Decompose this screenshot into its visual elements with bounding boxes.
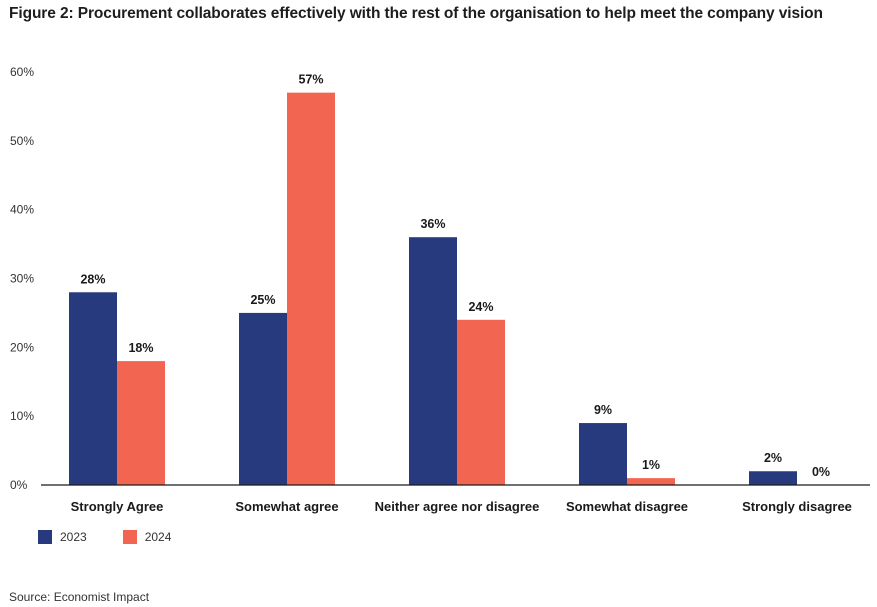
legend-label-2024: 2024: [144, 530, 172, 544]
y-tick-label: 10%: [10, 409, 34, 423]
data-label-2023-strongly-agree: 28%: [80, 272, 105, 286]
bar-2023-somewhat-disagree: [579, 423, 627, 485]
legend-label-2023: 2023: [60, 530, 87, 544]
data-label-2024-strongly-agree: 18%: [128, 341, 153, 355]
x-axis: Strongly Agree Somewhat agree Neither agre…: [71, 499, 852, 514]
legend-item-2023: 2023: [38, 530, 87, 544]
chart-title: Figure 2: Procurement collaborates effec…: [9, 5, 823, 22]
bar-2024-somewhat-disagree: [627, 478, 675, 485]
bar-2024-strongly-agree: [117, 361, 165, 485]
x-tick-label: Strongly disagree: [742, 499, 852, 514]
data-label-2024-strongly-disagree: 0%: [812, 465, 830, 479]
bar-2023-neither-agree-nor-disagree: [409, 237, 457, 485]
y-tick-label: 30%: [10, 272, 34, 286]
bar-2024-somewhat-agree: [287, 92, 335, 486]
y-tick-label: 20%: [10, 340, 34, 354]
bar-2024-neither-agree-nor-disagree: [457, 319, 505, 485]
y-tick-label: 0%: [10, 478, 28, 492]
data-labels: 28% 18% 25% 57% 36% 24% 9% 1% 2% 0%: [80, 73, 830, 479]
legend-item-2024: 2024: [122, 530, 172, 544]
data-label-2024-somewhat-disagree: 1%: [642, 458, 660, 472]
bar-2023-somewhat-agree: [239, 312, 287, 485]
y-axis: 0% 10% 20% 30% 40% 50% 60%: [10, 65, 34, 492]
legend: 2023 2024: [38, 530, 207, 544]
bars: [69, 92, 797, 486]
data-label-2023-somewhat-agree: 25%: [250, 293, 275, 307]
bar-2023-strongly-disagree: [749, 471, 797, 485]
x-tick-label: Somewhat agree: [235, 499, 338, 514]
y-tick-label: 40%: [10, 203, 34, 217]
y-tick-label: 60%: [10, 65, 34, 79]
bar-2023-strongly-agree: [69, 292, 117, 485]
data-label-2024-somewhat-agree: 57%: [298, 73, 323, 87]
y-tick-label: 50%: [10, 134, 34, 148]
legend-swatch-2024: [122, 530, 137, 544]
x-tick-label: Strongly Agree: [71, 499, 164, 514]
x-tick-label: Neither agree nor disagree: [375, 499, 540, 514]
legend-swatch-2023: [38, 530, 52, 544]
data-label-2023-strongly-disagree: 2%: [764, 451, 782, 465]
data-label-2024-neither-agree-nor-disagree: 24%: [468, 300, 493, 314]
source-note: Source: Economist Impact: [9, 590, 150, 604]
data-label-2023-somewhat-disagree: 9%: [594, 403, 612, 417]
x-tick-label: Somewhat disagree: [566, 499, 688, 514]
data-label-2023-neither-agree-nor-disagree: 36%: [420, 217, 445, 231]
